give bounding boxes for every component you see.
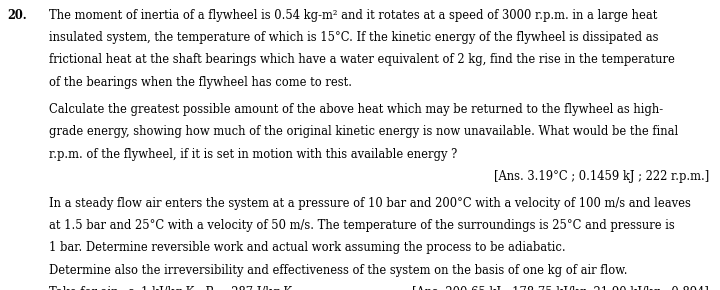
Text: grade energy, showing how much of the original kinetic energy is now unavailable: grade energy, showing how much of the or… [49,125,678,138]
Text: frictional heat at the shaft bearings which have a water equivalent of 2 kg, fin: frictional heat at the shaft bearings wh… [49,53,675,66]
Text: insulated system, the temperature of which is 15°C. If the kinetic energy of the: insulated system, the temperature of whi… [49,31,659,44]
Text: [Ans. 3.19°C ; 0.1459 kJ ; 222 r.p.m.]: [Ans. 3.19°C ; 0.1459 kJ ; 222 r.p.m.] [494,170,709,183]
Text: Calculate the greatest possible amount of the above heat which may be returned t: Calculate the greatest possible amount o… [49,103,663,116]
Text: of the bearings when the flywheel has come to rest.: of the bearings when the flywheel has co… [49,76,352,89]
Text: [Ans. 200.65 kJ ; 178.75 kJ/kg, 21.90 kJ/kg ; 0.894]: [Ans. 200.65 kJ ; 178.75 kJ/kg, 21.90 kJ… [413,286,709,290]
Text: Take for air : c: Take for air : c [49,286,134,290]
Text: 1 bar. Determine reversible work and actual work assuming the process to be adia: 1 bar. Determine reversible work and act… [49,241,566,254]
Text: Determine also the irreversibility and effectiveness of the system on the basis : Determine also the irreversibility and e… [49,264,627,277]
Text: 20.: 20. [7,9,27,22]
Text: The moment of inertia of a flywheel is 0.54 kg-m² and it rotates at a speed of 3: The moment of inertia of a flywheel is 0… [49,9,657,22]
Text: at 1.5 bar and 25°C with a velocity of 50 m/s. The temperature of the surroundin: at 1.5 bar and 25°C with a velocity of 5… [49,219,675,232]
Text: In a steady flow air enters the system at a pressure of 10 bar and 200°C with a : In a steady flow air enters the system a… [49,197,690,210]
Text: r.p.m. of the flywheel, if it is set in motion with this available energy ?: r.p.m. of the flywheel, if it is set in … [49,148,457,161]
Text: = 1 kJ/kg K ; R = 287 J/kg K.: = 1 kJ/kg K ; R = 287 J/kg K. [124,286,296,290]
